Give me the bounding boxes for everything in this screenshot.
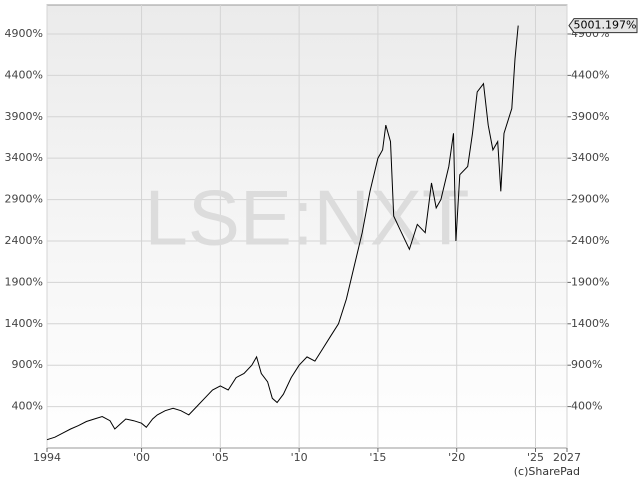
price-line bbox=[46, 25, 519, 441]
y-tick-label: 3400% bbox=[5, 151, 43, 164]
y2-tick-label: 4400% bbox=[571, 68, 609, 81]
watermark: LSE:NXT bbox=[144, 174, 469, 262]
x-tick-label: '20 bbox=[448, 451, 465, 464]
y-tick-label: 2400% bbox=[5, 234, 43, 247]
y2-tick-label: 2900% bbox=[571, 193, 609, 206]
y2-tick-label: 2400% bbox=[571, 234, 609, 247]
y2-tick-label: 1400% bbox=[571, 317, 609, 330]
y2-tick-label: 3900% bbox=[571, 110, 609, 123]
x-tick-label: '10 bbox=[291, 451, 308, 464]
y-tick-label: 4900% bbox=[5, 27, 43, 40]
y2-tick-label: 1900% bbox=[571, 275, 609, 288]
y-tick-label: 400% bbox=[12, 400, 43, 413]
grid bbox=[46, 5, 571, 452]
plot-area bbox=[46, 4, 568, 449]
last-value-label: 5001.197% bbox=[574, 19, 637, 32]
y2-tick-label: 3400% bbox=[571, 151, 609, 164]
y-tick-label: 1900% bbox=[5, 275, 43, 288]
credit: (c)SharePad bbox=[514, 465, 580, 478]
last-value-box bbox=[568, 18, 638, 34]
x-tick-label: '25 bbox=[527, 451, 544, 464]
y2-tick-label: 400% bbox=[571, 400, 602, 413]
y-tick-label: 4400% bbox=[5, 68, 43, 81]
x-tick-label: 1994 bbox=[33, 451, 61, 464]
x-tick-label: 2027 bbox=[553, 451, 581, 464]
y-tick-label: 900% bbox=[12, 358, 43, 371]
y-tick-label: 2900% bbox=[5, 193, 43, 206]
plot bbox=[46, 25, 519, 441]
x-tick-label: '15 bbox=[369, 451, 386, 464]
y2-tick-label: 900% bbox=[571, 358, 602, 371]
x-tick-label: '00 bbox=[133, 451, 150, 464]
x-tick-label: '05 bbox=[212, 451, 229, 464]
y-tick-label: 1400% bbox=[5, 317, 43, 330]
y-tick-label: 3900% bbox=[5, 110, 43, 123]
